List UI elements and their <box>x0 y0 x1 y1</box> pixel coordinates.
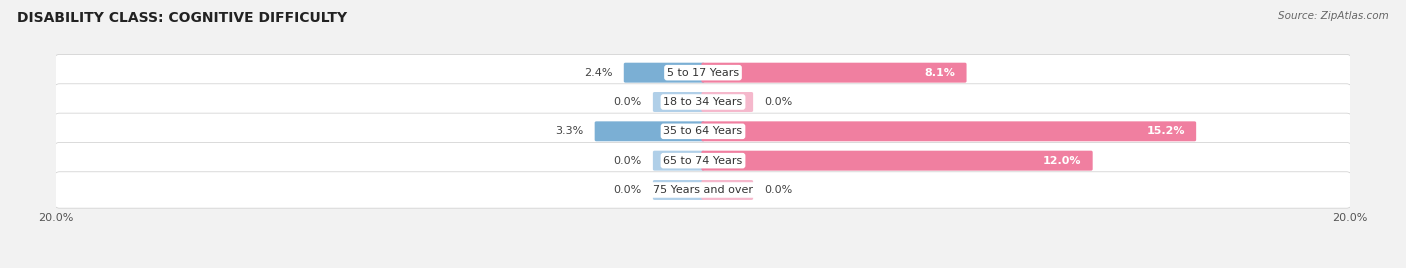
Text: 35 to 64 Years: 35 to 64 Years <box>664 126 742 136</box>
Text: 3.3%: 3.3% <box>555 126 583 136</box>
FancyBboxPatch shape <box>652 180 704 200</box>
Text: DISABILITY CLASS: COGNITIVE DIFFICULTY: DISABILITY CLASS: COGNITIVE DIFFICULTY <box>17 11 347 25</box>
FancyBboxPatch shape <box>702 151 1092 171</box>
FancyBboxPatch shape <box>595 121 704 141</box>
Text: 12.0%: 12.0% <box>1043 156 1081 166</box>
Text: 2.4%: 2.4% <box>583 68 613 78</box>
Text: 15.2%: 15.2% <box>1146 126 1185 136</box>
Text: 0.0%: 0.0% <box>613 97 641 107</box>
Text: 5 to 17 Years: 5 to 17 Years <box>666 68 740 78</box>
FancyBboxPatch shape <box>702 92 754 112</box>
FancyBboxPatch shape <box>652 92 704 112</box>
FancyBboxPatch shape <box>702 63 966 83</box>
FancyBboxPatch shape <box>652 151 704 171</box>
FancyBboxPatch shape <box>55 172 1351 208</box>
Text: 0.0%: 0.0% <box>613 185 641 195</box>
FancyBboxPatch shape <box>55 113 1351 150</box>
FancyBboxPatch shape <box>55 84 1351 120</box>
Text: 0.0%: 0.0% <box>765 185 793 195</box>
Text: 0.0%: 0.0% <box>613 156 641 166</box>
Text: 18 to 34 Years: 18 to 34 Years <box>664 97 742 107</box>
Text: 75 Years and over: 75 Years and over <box>652 185 754 195</box>
Text: 65 to 74 Years: 65 to 74 Years <box>664 156 742 166</box>
FancyBboxPatch shape <box>702 121 1197 141</box>
FancyBboxPatch shape <box>624 63 704 83</box>
FancyBboxPatch shape <box>55 143 1351 179</box>
Text: 8.1%: 8.1% <box>924 68 955 78</box>
FancyBboxPatch shape <box>702 180 754 200</box>
Text: 0.0%: 0.0% <box>765 97 793 107</box>
Text: Source: ZipAtlas.com: Source: ZipAtlas.com <box>1278 11 1389 21</box>
FancyBboxPatch shape <box>55 54 1351 91</box>
